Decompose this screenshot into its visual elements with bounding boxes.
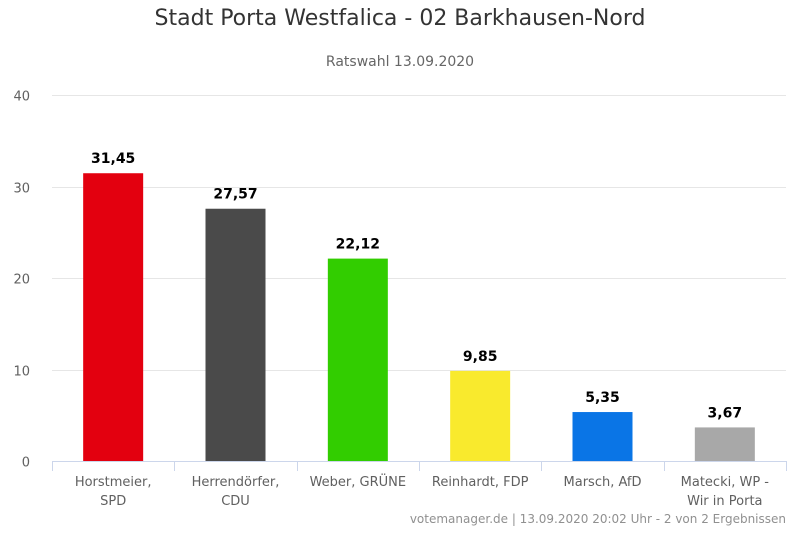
- category-label: CDU: [221, 494, 250, 509]
- y-tick-label: 40: [13, 90, 30, 105]
- data-label: 31,45: [91, 151, 135, 167]
- category-label: Weber, GRÜNE: [310, 473, 407, 490]
- chart-title: Stadt Porta Westfalica - 02 Barkhausen-N…: [154, 6, 646, 31]
- category-label: Wir in Porta: [687, 494, 762, 509]
- data-label: 27,57: [213, 187, 257, 203]
- y-tick-label: 10: [13, 365, 30, 380]
- chart-subtitle: Ratswahl 13.09.2020: [325, 54, 475, 70]
- bar: [694, 427, 755, 461]
- category-label: Matecki, WP -: [681, 475, 770, 490]
- bar: [327, 258, 388, 461]
- category-label: Marsch, AfD: [564, 475, 642, 490]
- bar: [450, 370, 511, 461]
- data-label: 5,35: [585, 390, 620, 406]
- credits-text[interactable]: votemanager.de | 13.09.2020 20:02 Uhr - …: [409, 512, 786, 526]
- y-tick-label: 0: [22, 456, 30, 471]
- bar: [83, 173, 144, 462]
- category-label: Reinhardt, FDP: [432, 475, 529, 490]
- y-tick-label: 30: [13, 182, 30, 197]
- category-label: Horstmeier,: [75, 475, 152, 490]
- data-label: 9,85: [463, 349, 498, 365]
- y-tick-label: 20: [13, 273, 30, 288]
- category-label: Herrendörfer,: [192, 475, 280, 490]
- data-label: 3,67: [708, 405, 743, 421]
- category-label: SPD: [100, 494, 126, 509]
- bar: [205, 208, 266, 461]
- data-label: 22,12: [336, 237, 380, 253]
- bar: [572, 412, 633, 461]
